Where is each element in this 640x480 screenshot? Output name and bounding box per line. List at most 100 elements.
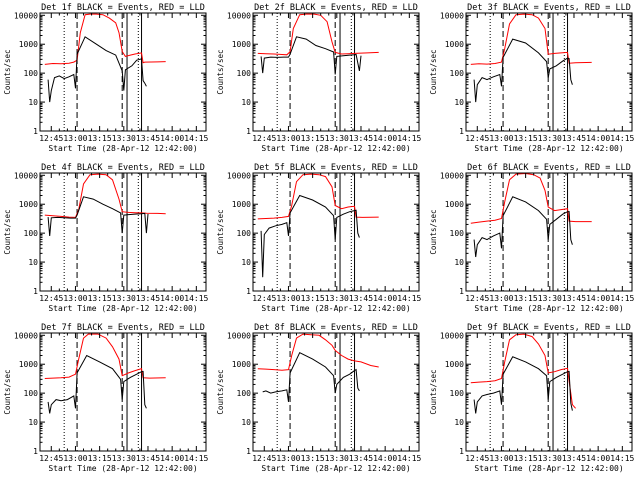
- x-axis-title: Start Time (28-Apr-12 12:42:00): [48, 464, 197, 473]
- y-tick-label: 1000: [232, 200, 251, 209]
- axes-frame: [252, 172, 420, 292]
- y-tick-label: 1: [459, 287, 464, 296]
- chart-panel-3: Det 3f BLACK = Events, RED = LLD 1 10 100 10…: [429, 3, 635, 153]
- x-tick-label: 13:00: [276, 134, 300, 143]
- x-tick-label: 14:15: [610, 454, 634, 463]
- x-tick-label: 13:00: [489, 454, 513, 463]
- y-tick-label: 1000: [232, 40, 251, 49]
- chart-panel-2: Det 2f BLACK = Events, RED = LLD 1 10 100 10…: [216, 3, 422, 153]
- chart-title: Det 5f BLACK = Events, RED = LLD: [254, 163, 418, 173]
- axes-frame: [39, 332, 207, 452]
- x-tick-label: 13:00: [489, 134, 513, 143]
- y-tick-label: 100: [24, 389, 39, 398]
- y-tick-label: 100: [24, 229, 39, 238]
- plot-area: [257, 13, 379, 131]
- x-tick-label: 12:45: [465, 294, 489, 303]
- x-axis-title: Start Time (28-Apr-12 12:42:00): [474, 144, 623, 153]
- x-tick-label: 13:30: [325, 294, 349, 303]
- plot-area: [44, 333, 166, 451]
- x-tick-label: 12:45: [39, 454, 63, 463]
- y-tick-label: 1000: [19, 360, 38, 369]
- x-axis-title: Start Time (28-Apr-12 12:42:00): [261, 464, 410, 473]
- y-tick-label: 1: [246, 127, 251, 136]
- series-line-lld: [470, 333, 576, 409]
- x-tick-label: 14:00: [586, 454, 610, 463]
- chart-panel-8: Det 8f BLACK = Events, RED = LLD 1 10 100 10…: [216, 323, 422, 473]
- y-tick-label: 1: [33, 287, 38, 296]
- y-tick-label: 1000: [19, 40, 38, 49]
- y-tick-label: 10: [454, 258, 464, 267]
- x-tick-label: 13:30: [538, 134, 562, 143]
- y-tick-label: 1: [459, 447, 464, 456]
- x-tick-label: 13:15: [514, 134, 538, 143]
- y-tick-label: 100: [237, 69, 252, 78]
- y-tick-label: 10000: [440, 331, 464, 340]
- x-tick-label: 14:00: [586, 134, 610, 143]
- x-axis-title: Start Time (28-Apr-12 12:42:00): [474, 304, 623, 313]
- x-tick-label: 14:00: [373, 454, 397, 463]
- series-line-lld: [257, 173, 379, 220]
- plot-area: [470, 333, 576, 451]
- series-line-events: [473, 356, 573, 414]
- x-tick-label: 14:15: [184, 294, 208, 303]
- series-line-events: [473, 196, 573, 258]
- y-axis-title: Counts/sec: [216, 49, 225, 94]
- x-tick-label: 12:45: [39, 294, 63, 303]
- x-tick-label: 12:45: [252, 134, 276, 143]
- y-tick-label: 10000: [440, 171, 464, 180]
- y-tick-label: 1000: [445, 40, 464, 49]
- series-line-events: [473, 38, 573, 103]
- y-axis-title: Counts/sec: [3, 369, 12, 414]
- series-line-lld: [257, 13, 379, 56]
- x-axis-title: Start Time (28-Apr-12 12:42:00): [261, 304, 410, 313]
- plot-area: [44, 173, 166, 291]
- y-axis-title: Counts/sec: [429, 49, 438, 94]
- y-tick-label: 10000: [14, 11, 38, 20]
- y-axis-title: Counts/sec: [216, 209, 225, 254]
- x-tick-label: 13:45: [349, 454, 373, 463]
- x-tick-label: 12:45: [252, 294, 276, 303]
- x-axis-title: Start Time (28-Apr-12 12:42:00): [48, 304, 197, 313]
- x-tick-label: 13:00: [489, 294, 513, 303]
- series-line-lld: [470, 13, 592, 65]
- chart-panel-4: Det 4f BLACK = Events, RED = LLD 1 10 100 10…: [3, 163, 209, 313]
- x-tick-label: 13:15: [88, 134, 112, 143]
- y-tick-label: 1: [33, 127, 38, 136]
- y-tick-label: 1000: [445, 360, 464, 369]
- x-tick-label: 13:30: [325, 134, 349, 143]
- x-tick-label: 13:45: [136, 294, 160, 303]
- y-tick-label: 10000: [227, 331, 251, 340]
- x-tick-label: 14:00: [160, 454, 184, 463]
- chart-panel-1: Det 1f BLACK = Events, RED = LLD 1 10 100 10…: [3, 3, 209, 153]
- y-tick-label: 10: [454, 98, 464, 107]
- x-tick-label: 14:00: [586, 294, 610, 303]
- x-tick-label: 13:00: [63, 454, 87, 463]
- axes-frame: [39, 12, 207, 132]
- y-tick-label: 100: [450, 69, 465, 78]
- x-tick-label: 13:45: [136, 134, 160, 143]
- y-tick-label: 100: [450, 389, 465, 398]
- y-tick-label: 10: [28, 258, 38, 267]
- x-tick-label: 13:30: [538, 454, 562, 463]
- chart-title: Det 2f BLACK = Events, RED = LLD: [254, 3, 418, 13]
- x-tick-label: 13:30: [538, 294, 562, 303]
- y-tick-label: 10: [454, 418, 464, 427]
- chart-panel-6: Det 6f BLACK = Events, RED = LLD 1 10 100 10…: [429, 163, 635, 313]
- plot-area: [470, 13, 592, 131]
- series-line-lld: [44, 13, 166, 65]
- x-tick-label: 13:00: [276, 294, 300, 303]
- series-line-events: [260, 194, 360, 278]
- axes-frame: [252, 12, 420, 132]
- series-line-events: [47, 36, 147, 103]
- x-tick-label: 14:15: [397, 134, 421, 143]
- series-line-events: [47, 354, 147, 414]
- chart-title: Det 1f BLACK = Events, RED = LLD: [41, 3, 205, 13]
- y-tick-label: 10000: [227, 11, 251, 20]
- y-tick-label: 1: [246, 447, 251, 456]
- y-tick-label: 1: [33, 447, 38, 456]
- x-tick-label: 12:45: [465, 134, 489, 143]
- chart-title: Det 7f BLACK = Events, RED = LLD: [41, 323, 205, 333]
- y-tick-label: 100: [24, 69, 39, 78]
- chart-title: Det 6f BLACK = Events, RED = LLD: [467, 163, 631, 173]
- y-tick-label: 1000: [19, 200, 38, 209]
